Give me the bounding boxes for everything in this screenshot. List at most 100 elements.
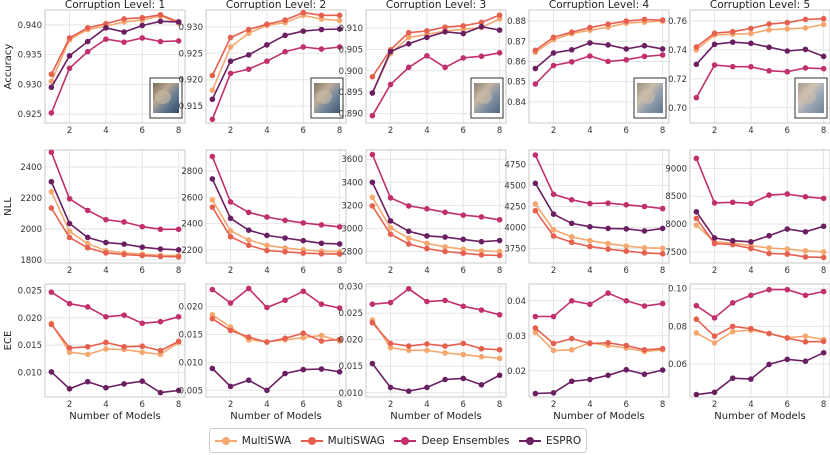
data-point-deep-ensembles <box>245 209 252 216</box>
y-tick-label: 0.925 <box>18 110 42 120</box>
data-point-espro <box>405 41 412 47</box>
data-point-deep-ensembles <box>478 53 485 60</box>
x-tick-label: 6 <box>301 126 306 136</box>
data-point-multiswag <box>48 71 55 78</box>
data-point-espro <box>641 371 648 378</box>
data-point-multiswag <box>121 251 127 258</box>
data-point-espro <box>766 44 772 51</box>
y-tick-label: 1800 <box>20 256 42 266</box>
data-point-multiswag <box>623 248 630 254</box>
data-point-deep-ensembles <box>605 290 611 296</box>
data-point-espro <box>282 235 288 241</box>
data-point-multiswa <box>729 328 736 335</box>
data-point-espro <box>139 244 146 251</box>
panel-frame <box>44 9 186 124</box>
x-tick-label: 4 <box>264 126 269 136</box>
data-point-multiswag <box>369 319 376 326</box>
panel-r2-c5: 7500 8000 8500 9000 2 4 6 8 <box>665 149 830 276</box>
series-line-espro <box>50 20 179 88</box>
series-line-multiswa <box>695 224 824 253</box>
data-point-multiswa <box>478 248 485 254</box>
data-point-multiswag <box>209 204 216 210</box>
data-point-multiswa <box>264 242 270 249</box>
data-point-espro <box>550 390 557 396</box>
panel-frame <box>44 149 186 264</box>
data-point-espro <box>387 384 394 391</box>
data-point-multiswag <box>641 16 648 23</box>
data-point-deep-ensembles <box>641 203 648 210</box>
y-tick-label: 2200 <box>181 246 203 256</box>
data-point-espro <box>802 358 809 365</box>
x-tick-label: 6 <box>624 266 629 276</box>
data-point-espro <box>659 46 666 52</box>
panel-frame <box>528 9 670 124</box>
data-point-multiswag <box>245 334 252 340</box>
data-point-espro <box>103 384 109 391</box>
data-point-deep-ensembles <box>623 57 630 63</box>
data-point-multiswag <box>264 339 270 345</box>
x-tick-label: 6 <box>461 400 466 410</box>
data-point-multiswag <box>282 335 288 342</box>
data-point-deep-ensembles <box>693 94 700 101</box>
data-point-multiswa <box>424 347 430 354</box>
series-line-deep-ensembles <box>371 154 500 221</box>
data-point-espro <box>245 52 252 58</box>
data-point-multiswag <box>605 339 611 346</box>
y-tick-label: 3750 <box>504 245 526 255</box>
data-point-multiswag <box>659 17 666 23</box>
series-line-espro <box>50 371 179 394</box>
data-point-deep-ensembles <box>139 35 146 41</box>
data-point-espro <box>84 378 91 385</box>
data-point-deep-ensembles <box>748 292 754 299</box>
x-tick-label: 6 <box>461 266 466 276</box>
data-point-multiswag <box>318 338 325 344</box>
x-tick-label: 2 <box>712 400 717 410</box>
data-point-espro <box>496 27 503 33</box>
data-point-multiswag <box>766 21 772 27</box>
data-point-espro <box>532 390 539 397</box>
data-point-espro <box>711 41 718 48</box>
legend-label-espro: ESPRO <box>545 434 582 447</box>
data-point-multiswag <box>693 316 700 323</box>
y-tick-label: 0.005 <box>179 386 203 396</box>
series-line-espro <box>534 182 663 232</box>
data-point-multiswag <box>369 73 376 80</box>
data-point-deep-ensembles <box>729 63 736 70</box>
series-line-multiswag <box>371 322 500 351</box>
data-point-multiswag <box>300 250 307 256</box>
y-tick-label: 0.905 <box>339 45 363 55</box>
series-line-multiswag <box>211 318 340 344</box>
x-tick-label: 8 <box>497 126 502 136</box>
data-point-espro <box>748 376 754 382</box>
y-tick-label: 0.87 <box>507 37 526 47</box>
data-point-multiswag <box>802 339 809 345</box>
data-point-espro <box>405 228 412 235</box>
data-point-espro <box>460 375 467 382</box>
data-point-multiswa <box>139 349 146 356</box>
data-point-multiswa <box>318 332 325 339</box>
data-point-deep-ensembles <box>175 226 182 233</box>
data-point-multiswa <box>227 228 234 234</box>
data-point-espro <box>460 30 467 37</box>
data-point-multiswa <box>209 197 216 203</box>
panel-frame <box>528 283 670 398</box>
data-point-multiswag <box>784 335 791 341</box>
data-point-multiswag <box>227 34 234 41</box>
data-point-deep-ensembles <box>387 299 394 306</box>
y-tick-label: 0.015 <box>179 330 203 340</box>
x-tick-label: 8 <box>821 400 826 410</box>
panel-frame <box>528 149 670 264</box>
y-tick-label: 0.02 <box>507 367 526 377</box>
data-point-deep-ensembles <box>84 304 91 310</box>
y-tick-label: 0.88 <box>507 17 526 27</box>
data-point-multiswa <box>48 188 55 195</box>
data-point-espro <box>66 52 73 59</box>
data-point-espro <box>264 232 270 239</box>
data-point-deep-ensembles <box>318 301 325 307</box>
data-point-deep-ensembles <box>282 217 288 224</box>
data-point-deep-ensembles <box>766 192 772 198</box>
data-point-multiswag <box>605 246 611 252</box>
data-point-multiswa <box>693 222 700 228</box>
data-point-deep-ensembles <box>766 286 772 293</box>
x-tick-label: 6 <box>785 400 790 410</box>
